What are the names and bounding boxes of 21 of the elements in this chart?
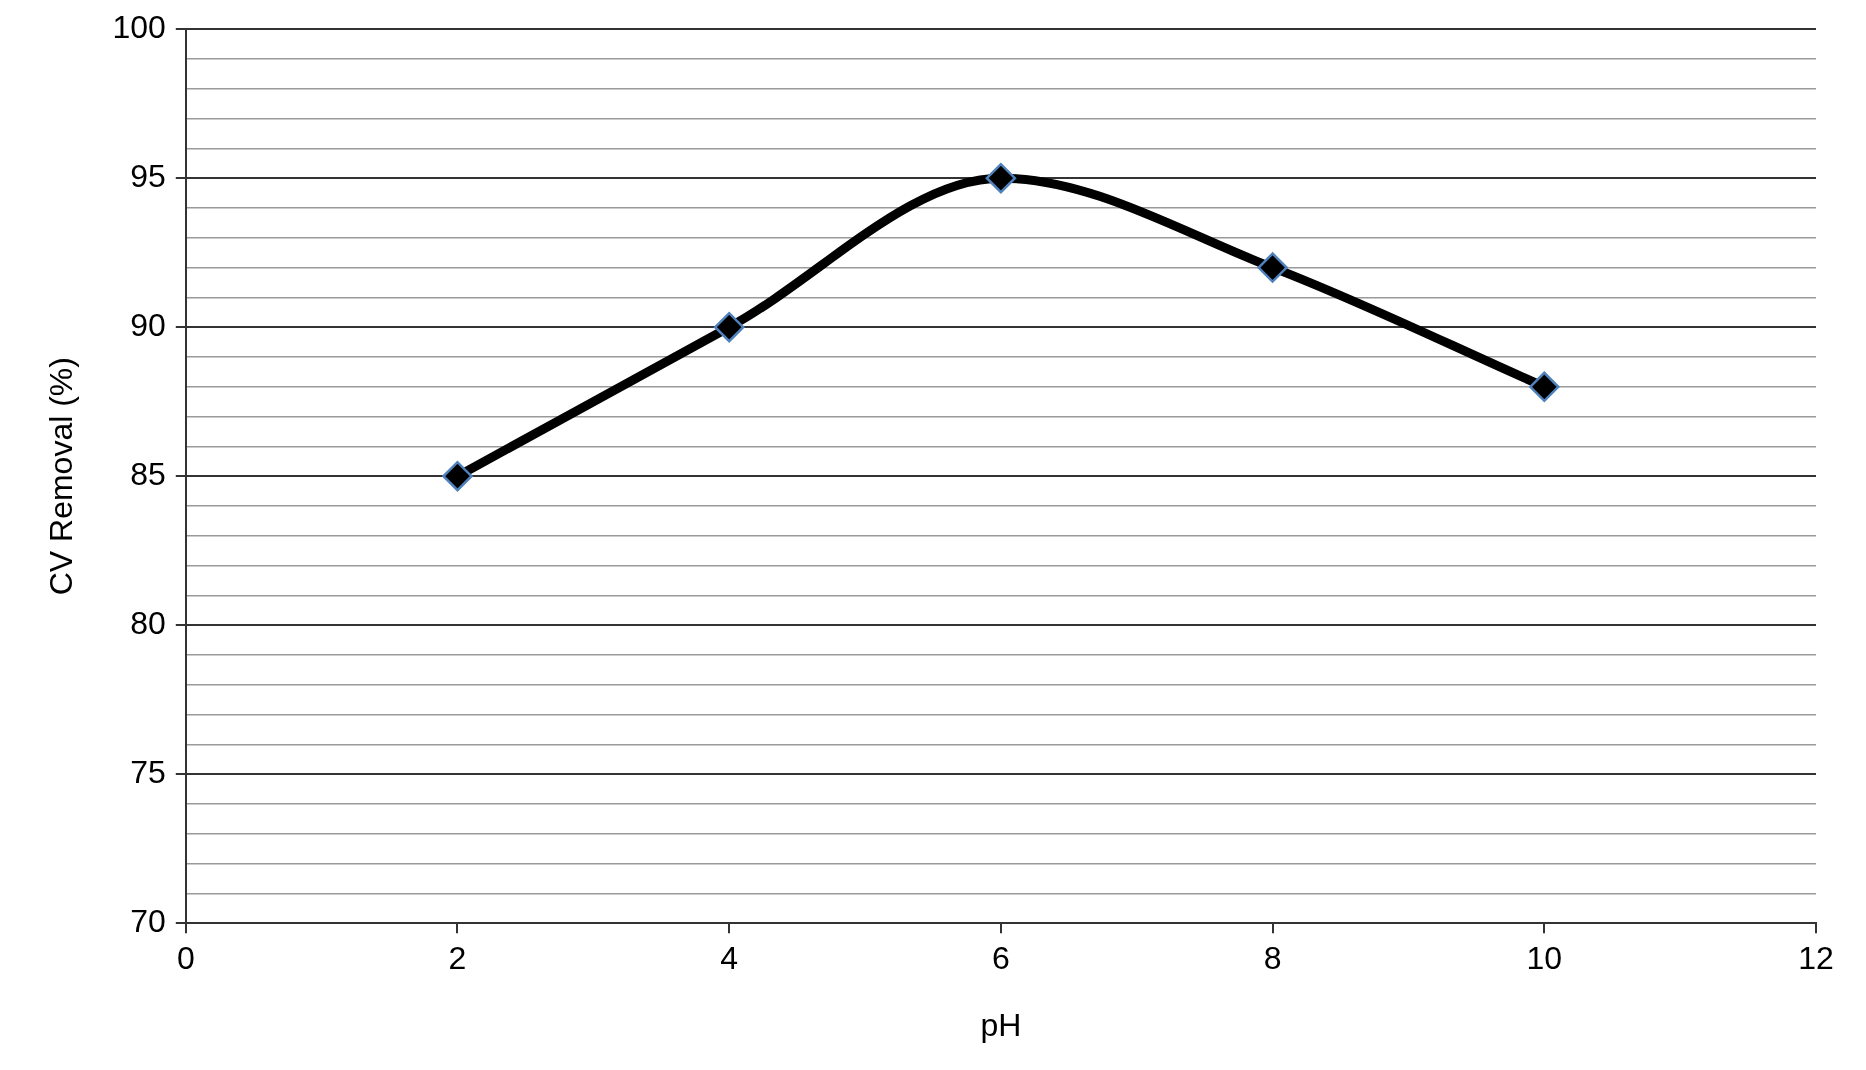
y-tick-label: 90 (130, 307, 166, 344)
point (985, 162, 1017, 194)
y-tick-label: 100 (112, 9, 166, 46)
point (442, 460, 473, 492)
y-tick-label: 85 (130, 456, 166, 493)
x-tick-label: 0 (176, 940, 195, 977)
x-tick-label: 6 (992, 940, 1010, 977)
x-tick-label: 10 (1526, 940, 1563, 977)
x-axis-title: pH (980, 1006, 1022, 1043)
y-tick-label: 75 (130, 754, 166, 791)
point (1529, 371, 1560, 403)
y-tick-label: 80 (130, 605, 166, 642)
x-tick-label: 4 (720, 940, 739, 977)
x-tick-label: 2 (448, 940, 467, 977)
y-axis-title: CV Removal (%) (43, 357, 80, 596)
x-tick-label: 8 (1263, 940, 1282, 977)
point (713, 311, 745, 343)
y-tick-label: 70 (130, 903, 166, 940)
point (1257, 252, 1288, 283)
x-tick-label: 12 (1798, 940, 1834, 977)
y-tick-label: 95 (130, 158, 166, 195)
